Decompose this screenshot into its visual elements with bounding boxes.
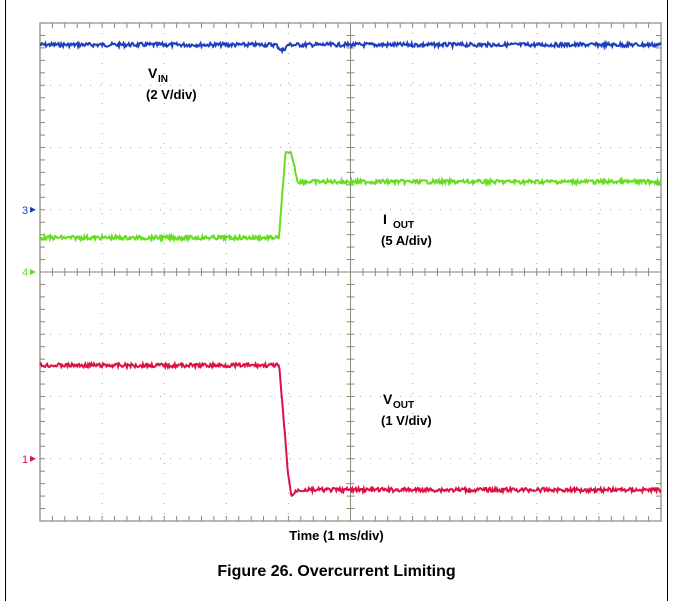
trace-label-sub-vout: OUT (393, 400, 414, 411)
trace-label-sub-iout: OUT (393, 220, 414, 231)
frame-right-border (667, 0, 668, 601)
trace-scale-iout: (5 A/div) (381, 233, 432, 248)
channel-marker-3: 3 (22, 205, 28, 217)
trace-vin (39, 39, 662, 55)
x-axis-label: Time (1 ms/div) (289, 528, 384, 543)
trace-label-iout: I (383, 211, 387, 227)
frame-left-border (5, 0, 6, 601)
channel-marker-1: 1 (22, 454, 28, 466)
trace-iout (39, 150, 662, 244)
trace-label-sub-vin: IN (158, 74, 168, 85)
figure-caption: Figure 26. Overcurrent Limiting (217, 563, 456, 580)
channel-marker-arrow (30, 206, 36, 213)
channel-marker-arrow (30, 455, 36, 462)
trace-scale-vout: (1 V/div) (381, 413, 432, 428)
channel-marker-arrow (30, 269, 36, 275)
channel-marker-4: 4 (22, 267, 28, 279)
trace-scale-vin: (2 V/div) (146, 87, 197, 102)
trace-label-vout: V (383, 391, 393, 407)
trace-vout (39, 360, 662, 498)
trace-label-vin: V (148, 65, 158, 81)
